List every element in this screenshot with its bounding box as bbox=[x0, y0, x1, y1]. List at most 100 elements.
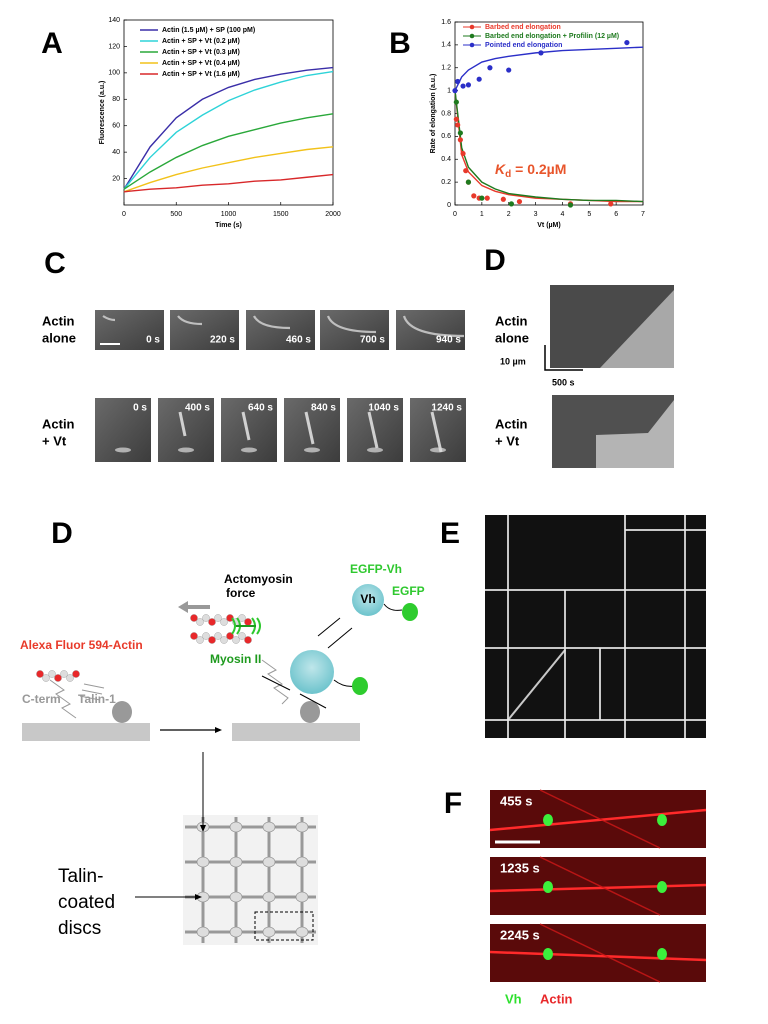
actin-filament bbox=[539, 923, 661, 983]
arrow-head bbox=[215, 727, 222, 733]
data-point bbox=[508, 201, 514, 207]
actin-filament bbox=[489, 883, 707, 893]
filament bbox=[253, 315, 291, 330]
actin-subunit bbox=[42, 674, 50, 682]
legend-label: Actin + SP + Vt (0.2 µM) bbox=[162, 38, 240, 45]
legend-label: Actin + SP + Vt (1.6 µM) bbox=[162, 71, 240, 78]
actin-label: Alexa Fluor 594-Actin bbox=[20, 638, 143, 652]
x-tick-label: 1000 bbox=[221, 211, 237, 218]
time-label: 455 s bbox=[500, 793, 533, 808]
fit-curve bbox=[454, 90, 644, 203]
talin-head bbox=[300, 701, 320, 723]
disc bbox=[229, 856, 243, 868]
data-point bbox=[460, 83, 466, 89]
discs-label: Talin-coated discs bbox=[58, 866, 115, 939]
x-tick-label: 6 bbox=[614, 211, 618, 218]
data-point bbox=[455, 78, 461, 85]
vh-spot bbox=[657, 881, 667, 893]
filament-seed bbox=[367, 447, 383, 453]
data-point bbox=[455, 122, 461, 128]
panel-label: B bbox=[389, 27, 411, 60]
x-tick-label: 3 bbox=[534, 211, 538, 218]
talin-rod bbox=[49, 679, 77, 719]
actin-subunit bbox=[208, 618, 216, 626]
row-label: Actin bbox=[42, 416, 75, 431]
row-label: Actin bbox=[495, 416, 528, 431]
row-label: + Vt bbox=[42, 433, 67, 448]
actin-subunit bbox=[66, 674, 74, 682]
y-tick-label: 40 bbox=[112, 149, 120, 156]
actin-subunit bbox=[226, 614, 234, 622]
filament bbox=[177, 315, 203, 326]
substrate bbox=[232, 723, 360, 741]
y-tick-label: 1.6 bbox=[441, 19, 451, 26]
data-point bbox=[465, 179, 472, 185]
egfp bbox=[352, 677, 368, 695]
legend-label: Barbed end elongation bbox=[485, 24, 561, 31]
vh-spot bbox=[657, 948, 667, 960]
actin-subunit bbox=[226, 632, 234, 640]
actin-subunit bbox=[36, 670, 44, 678]
time-label: 0 s bbox=[146, 335, 160, 346]
actin-subunit bbox=[208, 636, 216, 644]
annotation: Kd = 0.2µM bbox=[495, 161, 566, 180]
row-label: alone bbox=[495, 330, 529, 345]
x-tick-label: 500 bbox=[170, 211, 182, 218]
disc bbox=[262, 926, 276, 938]
x-axis-label: Vt (µM) bbox=[537, 222, 560, 229]
filament bbox=[241, 411, 251, 441]
cterm-label: C-term bbox=[22, 692, 61, 706]
disc bbox=[196, 856, 210, 868]
y-tick-label: 1.4 bbox=[441, 42, 451, 49]
data-point bbox=[463, 168, 469, 174]
plot-frame bbox=[454, 21, 644, 206]
panel-label: C bbox=[44, 247, 66, 280]
legend-label: Vh bbox=[505, 991, 522, 1006]
x-tick-label: 1500 bbox=[273, 211, 289, 218]
data-point bbox=[460, 150, 466, 157]
data-point bbox=[608, 201, 614, 207]
legend-label: Actin (1.5 µM) + SP (100 pM) bbox=[162, 27, 255, 34]
vh-blob bbox=[290, 650, 334, 694]
actin-filament bbox=[489, 808, 707, 832]
legend-label: Actin + SP + Vt (0.4 µM) bbox=[162, 60, 240, 67]
y-tick-label: 140 bbox=[108, 17, 120, 24]
actin-subunit bbox=[214, 614, 222, 622]
actin-subunit bbox=[232, 636, 240, 644]
arrow bbox=[261, 675, 291, 691]
disc bbox=[295, 856, 309, 868]
force-arrow bbox=[178, 601, 210, 613]
annotation-symbol: K bbox=[495, 161, 506, 177]
time-label: 840 s bbox=[311, 403, 336, 414]
disc bbox=[262, 821, 276, 833]
data-point bbox=[453, 116, 459, 122]
vh-spot bbox=[543, 814, 553, 826]
actin-subunit bbox=[214, 632, 222, 640]
zoom-box bbox=[254, 911, 314, 941]
x-tick-label: 4 bbox=[560, 211, 564, 218]
data-point bbox=[500, 196, 506, 202]
disc-grid bbox=[185, 817, 316, 943]
x-tick-label: 1 bbox=[480, 211, 484, 218]
actin-filament bbox=[489, 950, 707, 962]
micrograph bbox=[396, 310, 465, 350]
series-line bbox=[123, 113, 334, 190]
legend-label: Actin bbox=[540, 991, 573, 1006]
talin-rod bbox=[261, 659, 289, 705]
y-tick-label: 1.2 bbox=[441, 65, 451, 72]
y-tick-label: 0.2 bbox=[441, 179, 451, 186]
scale-label: 10 µm bbox=[500, 356, 526, 366]
talin-head bbox=[112, 701, 132, 723]
x-tick-label: 2 bbox=[507, 211, 511, 218]
panel-label: D bbox=[51, 517, 73, 550]
actin-subunit bbox=[196, 636, 204, 644]
filament bbox=[367, 411, 379, 449]
y-tick-label: 1 bbox=[447, 87, 451, 94]
data-point bbox=[452, 88, 458, 94]
actin-subunit bbox=[238, 614, 246, 622]
data-point bbox=[538, 50, 544, 56]
fit-curve bbox=[454, 90, 643, 203]
disc-grid-bg bbox=[183, 815, 318, 945]
series-line bbox=[123, 173, 334, 193]
data-point bbox=[453, 99, 459, 105]
